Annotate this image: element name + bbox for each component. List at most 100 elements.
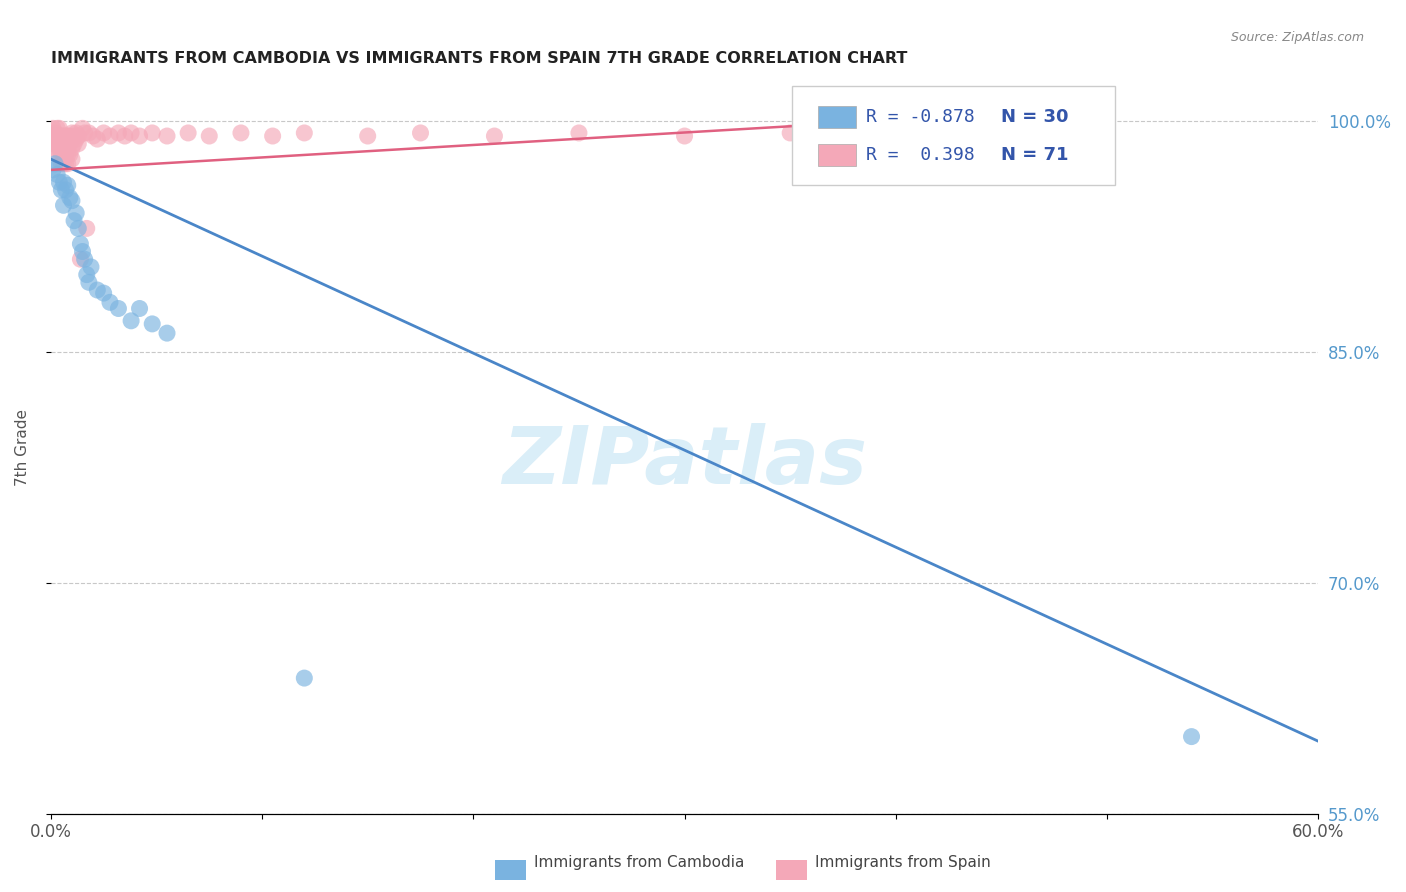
- Point: [59, 191, 82, 205]
- FancyBboxPatch shape: [793, 86, 1115, 185]
- Point: [409, 126, 432, 140]
- Point: [141, 317, 163, 331]
- Point: [65, 206, 87, 220]
- Point: [42, 136, 65, 151]
- Point: [46, 147, 69, 161]
- Point: [779, 126, 801, 140]
- Point: [60, 126, 83, 140]
- Point: [292, 126, 315, 140]
- Point: [60, 194, 83, 208]
- Text: R = -0.878: R = -0.878: [866, 108, 974, 126]
- Point: [51, 147, 73, 161]
- Point: [60, 141, 83, 155]
- Point: [73, 252, 96, 267]
- Point: [98, 128, 121, 143]
- Point: [44, 126, 66, 140]
- Point: [59, 147, 82, 161]
- Text: Immigrants from Spain: Immigrants from Spain: [815, 855, 991, 870]
- Point: [56, 147, 79, 161]
- Point: [51, 183, 73, 197]
- FancyBboxPatch shape: [818, 106, 856, 128]
- Point: [51, 157, 73, 171]
- Point: [63, 213, 86, 227]
- Point: [59, 128, 82, 143]
- Text: N = 71: N = 71: [1001, 145, 1069, 163]
- Point: [77, 126, 100, 140]
- Point: [229, 126, 252, 140]
- Point: [55, 128, 77, 143]
- Point: [42, 162, 65, 177]
- Point: [67, 221, 90, 235]
- Point: [46, 121, 69, 136]
- Point: [44, 157, 66, 171]
- Point: [120, 314, 142, 328]
- Point: [42, 121, 65, 136]
- Point: [177, 126, 200, 140]
- Text: ZIPatlas: ZIPatlas: [502, 424, 868, 501]
- Point: [48, 141, 70, 155]
- Point: [86, 283, 108, 297]
- Point: [262, 128, 284, 143]
- Point: [67, 128, 90, 143]
- Point: [48, 175, 70, 189]
- Point: [156, 326, 179, 340]
- Point: [56, 178, 79, 193]
- Point: [673, 128, 696, 143]
- Point: [52, 198, 75, 212]
- Point: [52, 136, 75, 151]
- Point: [48, 132, 70, 146]
- Point: [98, 295, 121, 310]
- Point: [63, 128, 86, 143]
- Point: [63, 136, 86, 151]
- Point: [65, 126, 87, 140]
- Point: [52, 128, 75, 143]
- Point: [56, 157, 79, 171]
- Point: [51, 128, 73, 143]
- FancyBboxPatch shape: [818, 145, 856, 166]
- Text: N = 30: N = 30: [1001, 108, 1069, 126]
- Text: Immigrants from Cambodia: Immigrants from Cambodia: [534, 855, 745, 870]
- Point: [52, 175, 75, 189]
- Y-axis label: 7th Grade: 7th Grade: [15, 409, 30, 486]
- Point: [86, 132, 108, 146]
- Point: [46, 128, 69, 143]
- Point: [52, 147, 75, 161]
- Point: [55, 147, 77, 161]
- Point: [292, 671, 315, 685]
- Point: [69, 236, 91, 251]
- Point: [198, 128, 221, 143]
- Point: [55, 157, 77, 171]
- Point: [93, 126, 115, 140]
- Point: [72, 121, 94, 136]
- Text: IMMIGRANTS FROM CAMBODIA VS IMMIGRANTS FROM SPAIN 7TH GRADE CORRELATION CHART: IMMIGRANTS FROM CAMBODIA VS IMMIGRANTS F…: [51, 51, 907, 66]
- Point: [46, 168, 69, 182]
- Point: [80, 260, 103, 274]
- Point: [55, 183, 77, 197]
- Point: [52, 157, 75, 171]
- Point: [59, 136, 82, 151]
- Point: [114, 128, 136, 143]
- Point: [56, 128, 79, 143]
- Point: [128, 128, 150, 143]
- Point: [484, 128, 506, 143]
- Point: [1095, 128, 1118, 143]
- Point: [44, 132, 66, 146]
- Point: [56, 136, 79, 151]
- Point: [1180, 730, 1202, 744]
- Point: [69, 252, 91, 267]
- Point: [884, 128, 907, 143]
- Point: [128, 301, 150, 316]
- Point: [357, 128, 380, 143]
- Point: [77, 275, 100, 289]
- Text: Source: ZipAtlas.com: Source: ZipAtlas.com: [1230, 31, 1364, 45]
- Point: [51, 136, 73, 151]
- Point: [107, 301, 129, 316]
- Text: R =  0.398: R = 0.398: [866, 145, 974, 163]
- Point: [55, 136, 77, 151]
- Point: [73, 126, 96, 140]
- Point: [48, 121, 70, 136]
- Point: [141, 126, 163, 140]
- Point: [46, 136, 69, 151]
- Point: [76, 221, 98, 235]
- Point: [120, 126, 142, 140]
